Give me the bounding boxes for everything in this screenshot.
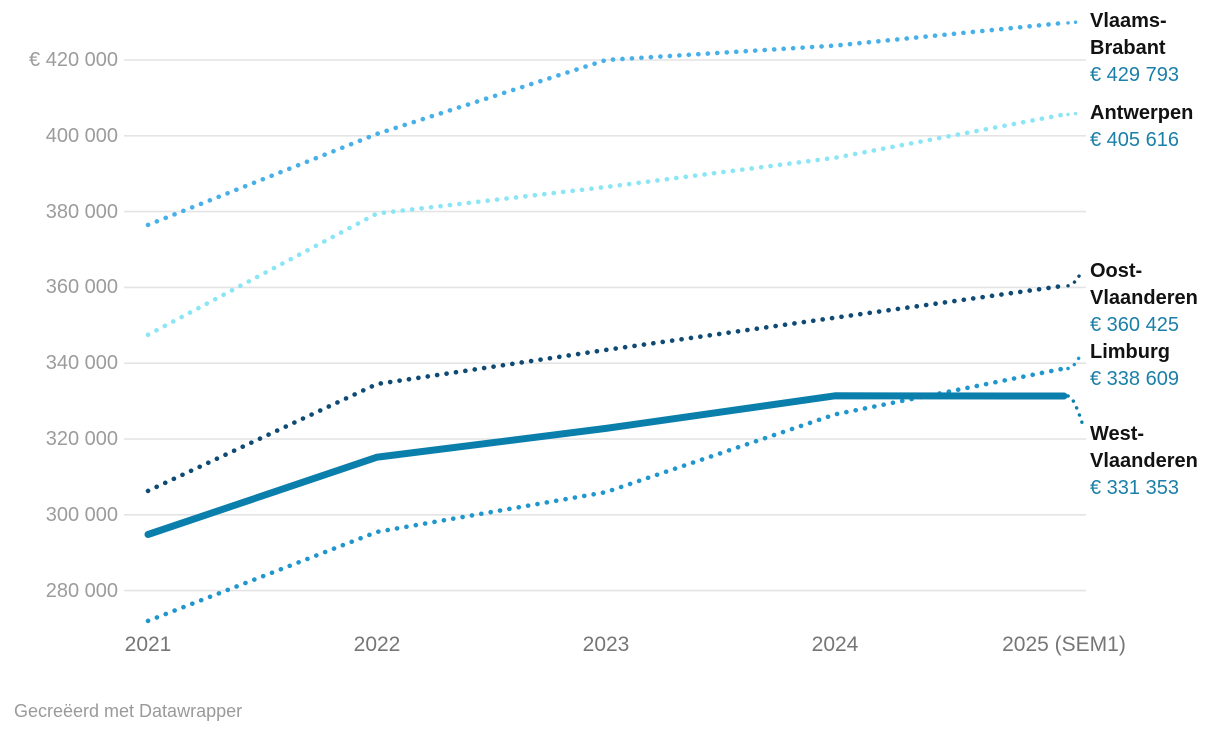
series-value: € 405 616 — [1090, 129, 1179, 151]
y-tick-label: 340 000 — [45, 352, 118, 375]
x-tick-label: 2023 — [582, 633, 630, 656]
series-name: Oost-Vlaanderen — [1090, 260, 1198, 309]
label-leader-line — [1066, 350, 1084, 371]
label-leader-line — [1066, 269, 1084, 288]
datawrapper-credit: Gecreëerd met Datawrapper — [14, 701, 243, 721]
y-tick-label: 320 000 — [45, 428, 118, 450]
series-name: Antwerpen — [1090, 102, 1194, 124]
series-name: Limburg — [1090, 341, 1170, 363]
y-tick-label: 400 000 — [45, 124, 118, 147]
series-line-limburg — [145, 366, 1067, 624]
y-tick-label: 300 000 — [45, 503, 118, 526]
y-tick-label: 360 000 — [45, 276, 118, 299]
series-line-west-vlaanderen — [144, 392, 1068, 538]
y-tick-label: € 420 000 — [29, 49, 118, 71]
series-value: € 360 425 — [1090, 314, 1179, 336]
series-label-limburg: Limburg € 338 609 — [1090, 339, 1218, 393]
series-name: Vlaams-Brabant — [1090, 10, 1167, 59]
series-value: € 429 793 — [1090, 64, 1179, 86]
series-label-oost-vlaanderen: Oost-Vlaanderen € 360 425 — [1090, 258, 1218, 339]
label-leader-line — [1066, 394, 1086, 431]
series-label-antwerpen: Antwerpen € 405 616 — [1090, 100, 1218, 154]
y-tick-label: 280 000 — [45, 579, 118, 602]
series-value: € 338 609 — [1090, 368, 1179, 390]
x-tick-label: 2021 — [124, 633, 172, 656]
series-name: West-Vlaanderen — [1090, 423, 1198, 472]
x-tick-label: 2025 (SEM1) — [1002, 633, 1126, 656]
series-line-oost-vlaanderen — [145, 283, 1067, 494]
x-tick-label: 2022 — [353, 633, 401, 656]
label-leader-line — [1066, 19, 1083, 25]
x-tick-label: 2024 — [811, 633, 859, 656]
series-label-west-vlaanderen: West-Vlaanderen € 331 353 — [1090, 421, 1218, 502]
series-line-antwerpen — [145, 112, 1067, 338]
label-leader-line — [1066, 110, 1083, 117]
series-value: € 331 353 — [1090, 477, 1179, 499]
y-tick-label: 380 000 — [45, 200, 118, 223]
series-label-vlaams-brabant: Vlaams-Brabant € 429 793 — [1090, 8, 1218, 89]
series-line-vlaams-brabant — [145, 20, 1067, 228]
